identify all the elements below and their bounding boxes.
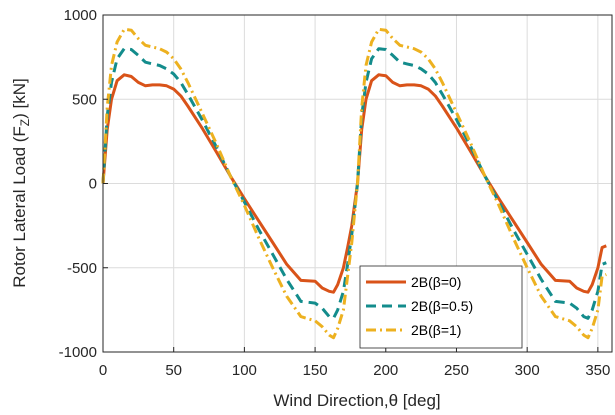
axis-ticks bbox=[102, 14, 599, 353]
x-tick-label: 0 bbox=[99, 362, 107, 379]
tick-labels: 0 50 100 150 200 250 300 350 -1000 -500 0 500 1000 bbox=[59, 7, 611, 379]
x-tick-label: 350 bbox=[585, 362, 610, 379]
y-tick-label: 0 bbox=[89, 176, 97, 193]
y-axis-label: Rotor Lateral Load (FZ) [kN] bbox=[10, 78, 32, 288]
legend-entry-beta-0-5: 2B(β=0.5) bbox=[411, 298, 473, 314]
y-tick-label: 500 bbox=[72, 91, 97, 108]
legend-entry-beta-0: 2B(β=0) bbox=[411, 274, 461, 290]
legend: 2B(β=0) 2B(β=0.5) 2B(β=1) bbox=[359, 265, 523, 349]
x-tick-label: 250 bbox=[444, 362, 469, 379]
y-tick-label: -500 bbox=[67, 260, 97, 277]
x-tick-label: 200 bbox=[373, 362, 398, 379]
series-line-1 bbox=[101, 47, 607, 320]
legend-entry-beta-1: 2B(β=1) bbox=[411, 322, 461, 338]
y-tick-label: -1000 bbox=[59, 344, 97, 361]
x-tick-label: 150 bbox=[303, 362, 328, 379]
series-line-2 bbox=[101, 27, 607, 340]
y-axis-label-subscript: Z bbox=[18, 119, 32, 126]
x-tick-label: 50 bbox=[165, 362, 182, 379]
series-layer bbox=[101, 27, 607, 340]
y-tick-label: 1000 bbox=[64, 7, 97, 24]
x-axis-label: Wind Direction,θ [deg] bbox=[273, 391, 440, 410]
x-tick-label: 100 bbox=[232, 362, 257, 379]
x-tick-label: 300 bbox=[515, 362, 540, 379]
